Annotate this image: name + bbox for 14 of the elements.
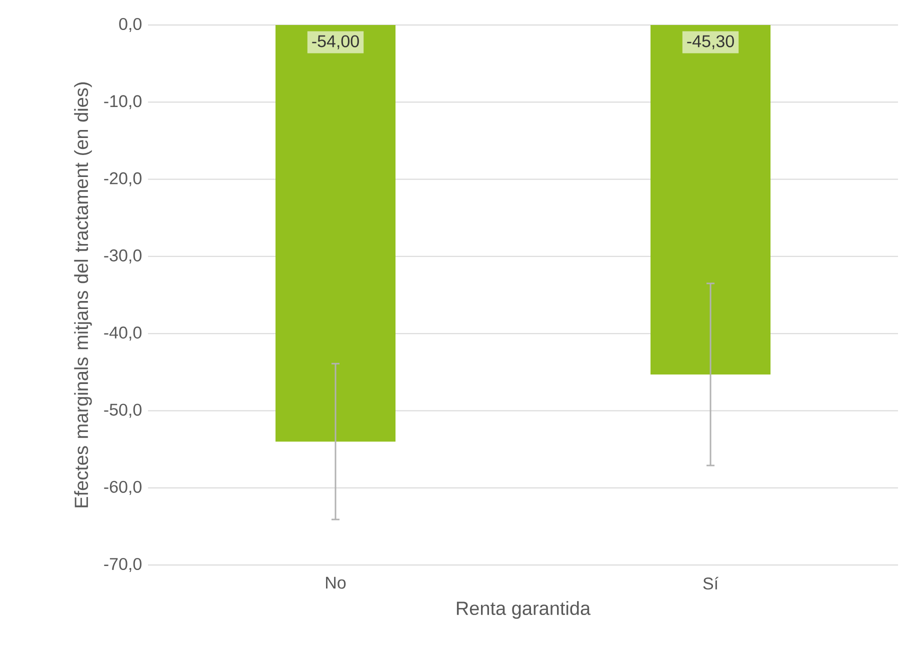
- x-axis-title: Renta garantida: [456, 601, 591, 619]
- y-axis-title: Efectes marginals mitjans del tractament (en dies): [74, 82, 92, 508]
- data-label: -45,30: [687, 35, 734, 50]
- y-tick-label: -30,0: [104, 249, 142, 264]
- x-tick-label: No: [326, 576, 346, 589]
- y-tick-label: -50,0: [104, 404, 142, 418]
- y-tick-label: -60,0: [104, 480, 142, 495]
- data-label: -54,00: [312, 35, 359, 50]
- y-tick-label: -70,0: [104, 558, 142, 572]
- y-tick-label: -20,0: [104, 172, 142, 186]
- y-tick-label: 0,0: [119, 18, 142, 32]
- y-tick-label: -40,0: [104, 326, 142, 341]
- x-tick-label: Sí: [703, 576, 718, 590]
- y-tick-label: -10,0: [104, 95, 142, 110]
